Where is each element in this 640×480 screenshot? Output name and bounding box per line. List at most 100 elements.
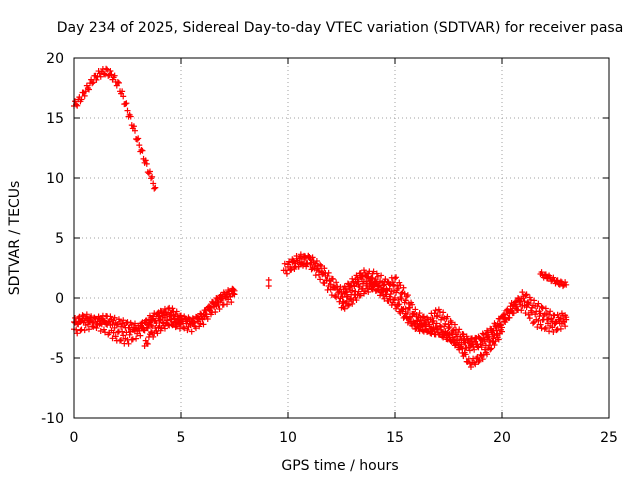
point-mid-b: [501, 318, 508, 325]
point-mid-c: [472, 361, 479, 368]
point-high-arc: [150, 180, 157, 187]
point-low-c: [169, 322, 176, 329]
point-low-a: [111, 324, 118, 331]
point-mid-b: [360, 267, 367, 274]
point-isolated: [265, 283, 272, 289]
point-low-a: [112, 333, 119, 340]
point-high-arc: [139, 147, 146, 154]
point-mid-c: [450, 336, 457, 343]
point-mid-a: [549, 324, 556, 331]
point-low-c: [176, 321, 183, 328]
point-low-a: [196, 323, 203, 330]
point-low-b: [89, 318, 96, 325]
point-mid-b: [509, 310, 516, 317]
point-low-a: [200, 321, 207, 328]
point-mid-b: [538, 303, 545, 310]
point-mid-b: [513, 303, 520, 310]
point-high-arc: [131, 127, 138, 134]
point-mid-a: [471, 346, 478, 353]
point-low-c: [173, 323, 180, 330]
point-mid-b: [537, 310, 544, 317]
point-mid-b: [551, 312, 558, 319]
point-mid-c: [481, 346, 488, 353]
point-mid-c: [428, 330, 435, 337]
point-mid-b: [521, 298, 528, 305]
point-mid-c: [381, 295, 388, 302]
point-mid-b: [333, 279, 340, 286]
point-mid-a: [528, 309, 535, 316]
point-mid-c: [446, 331, 453, 338]
point-low-b: [91, 314, 98, 321]
point-low-c: [143, 340, 150, 347]
point-mid-c: [457, 344, 464, 351]
point-low-b: [189, 315, 196, 322]
point-low-c: [168, 316, 175, 323]
point-low-a: [118, 337, 125, 344]
point-high-arc: [85, 86, 92, 93]
point-low-b: [187, 322, 194, 329]
point-mid-b: [386, 285, 393, 292]
point-low-a: [117, 337, 124, 344]
point-mid-a: [532, 311, 539, 318]
point-mid-c: [488, 345, 495, 352]
point-mid-b: [340, 286, 347, 293]
grid: [74, 58, 609, 418]
point-mid-b: [406, 304, 413, 311]
point-low-a: [146, 312, 153, 319]
point-mid-b: [455, 329, 462, 336]
point-mid-b: [449, 327, 456, 334]
point-mid-c: [355, 288, 362, 295]
point-mid-c: [409, 322, 416, 329]
point-mid-b: [561, 319, 568, 326]
point-late-seg: [538, 269, 545, 276]
point-low-b: [90, 319, 97, 326]
point-low-b: [217, 292, 224, 299]
point-low-b: [95, 313, 102, 320]
point-mid-c: [405, 316, 412, 323]
point-low-a: [97, 327, 104, 334]
point-low-b: [136, 327, 143, 334]
point-mid-c: [414, 320, 421, 327]
point-mid-b: [364, 273, 371, 280]
point-high-arc: [149, 173, 156, 180]
point-mid-a: [535, 317, 542, 324]
point-late-seg: [554, 277, 561, 284]
point-mid-c: [486, 342, 493, 349]
y-tick-label: 0: [55, 291, 64, 307]
point-late-seg: [557, 278, 564, 285]
point-mid-b: [444, 313, 451, 320]
point-mid-b: [295, 263, 302, 270]
point-mid-b: [517, 301, 524, 308]
point-mid-b: [429, 314, 436, 321]
point-high-arc: [81, 92, 88, 99]
point-mid-c: [475, 358, 482, 365]
point-low-c: [175, 316, 182, 323]
point-mid-b: [499, 313, 505, 320]
point-low-c: [150, 333, 157, 340]
point-low-b: [97, 320, 104, 327]
point-mid-c: [349, 300, 356, 307]
point-mid-a: [553, 327, 560, 334]
point-mid-c: [393, 305, 400, 312]
point-mid-b: [556, 320, 563, 327]
point-mid-c: [360, 290, 367, 297]
point-low-a: [184, 327, 191, 334]
point-high-arc: [100, 70, 107, 77]
point-late-seg: [550, 274, 557, 281]
point-mid-c: [444, 336, 451, 343]
point-mid-b: [316, 268, 323, 275]
point-mid-b: [288, 266, 295, 273]
point-low-b: [203, 311, 210, 318]
point-mid-b: [464, 337, 471, 344]
y-tick-label: -5: [50, 351, 64, 367]
point-high-arc: [107, 67, 114, 74]
point-mid-a: [526, 315, 533, 322]
point-mid-c: [418, 321, 425, 328]
point-mid-b: [291, 264, 298, 271]
point-low-a: [109, 335, 116, 342]
point-low-b: [120, 317, 127, 324]
point-late-seg: [540, 274, 547, 281]
point-low-c: [178, 320, 184, 327]
point-high-arc: [90, 79, 97, 86]
